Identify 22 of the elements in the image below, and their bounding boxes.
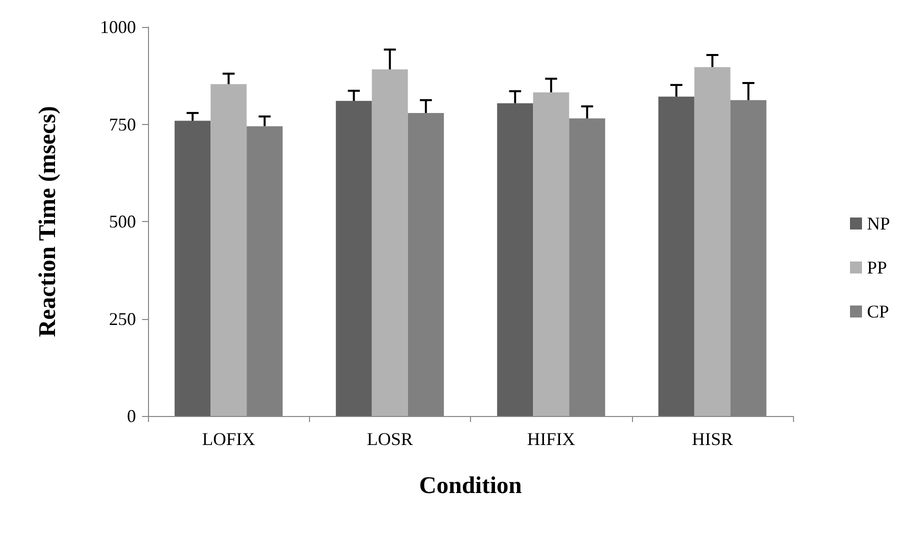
legend-label: PP (866, 258, 888, 278)
legend-label: NP (866, 214, 890, 234)
bar (694, 67, 730, 416)
x-tick-label: HISR (692, 429, 733, 449)
y-tick-label: 0 (127, 406, 136, 426)
x-tick-label: HIFIX (527, 429, 576, 449)
y-tick-label: 250 (109, 308, 136, 329)
bar (497, 103, 534, 416)
bar (658, 96, 694, 416)
bar (174, 120, 211, 416)
legend-label: CP (866, 302, 890, 322)
x-tick-label: LOFIX (202, 429, 256, 449)
x-axis-title: Condition (419, 473, 522, 499)
y-axis-title: Reaction Time (msecs) (35, 106, 61, 338)
bar (336, 100, 372, 416)
y-tick-label: 750 (109, 114, 136, 134)
bar (210, 84, 247, 416)
y-tick-label: 1000 (100, 17, 136, 37)
bar (372, 69, 408, 416)
bar (533, 92, 570, 416)
x-tick-label: LOSR (366, 429, 413, 449)
y-tick-label: 500 (109, 212, 136, 232)
